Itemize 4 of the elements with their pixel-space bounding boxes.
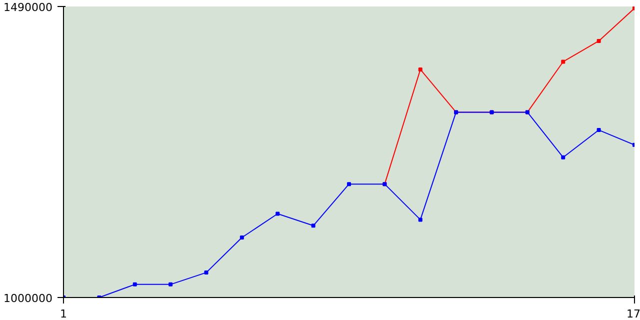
x-tick-label: 17 <box>626 308 640 320</box>
y-tick-label: 1000000 <box>4 292 53 305</box>
x-tick-label: 1 <box>60 308 67 320</box>
y-tick-label: 1490000 <box>4 1 53 14</box>
